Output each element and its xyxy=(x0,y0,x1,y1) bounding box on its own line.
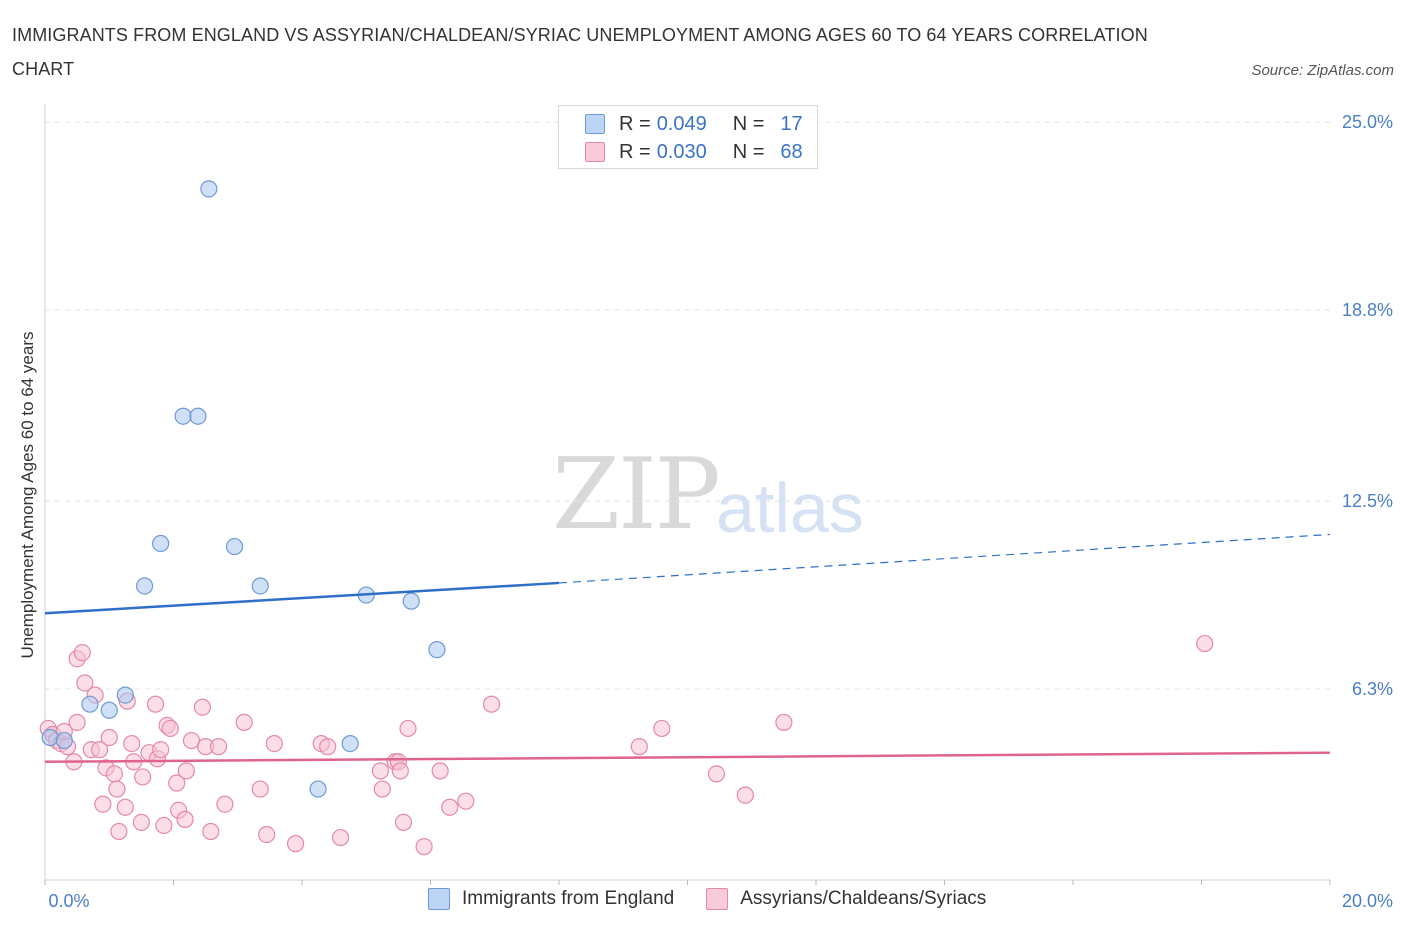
assyrian-point xyxy=(202,822,220,841)
assyrian-point xyxy=(94,795,112,813)
assyrian-point xyxy=(108,780,126,798)
assyrian-point xyxy=(100,728,118,747)
assyrian-point xyxy=(182,731,201,750)
assyrian-point xyxy=(775,713,793,731)
england-point xyxy=(341,734,359,753)
assyrian-point xyxy=(105,765,123,783)
series-label-england: Immigrants from England xyxy=(462,888,675,909)
assyrian-point xyxy=(1196,634,1214,653)
assyrian-point xyxy=(630,738,648,756)
series-legend: Immigrants from England Assyrians/Chalde… xyxy=(428,888,1018,910)
england-point xyxy=(100,701,118,719)
source-note: Source: ZipAtlas.com xyxy=(1251,62,1394,79)
assyrian-point xyxy=(68,713,86,731)
watermark-zip: ZIP xyxy=(552,438,721,552)
assyrian-point xyxy=(193,698,212,716)
y-tick-label: 25.0% xyxy=(1342,112,1393,132)
assyrian-point xyxy=(457,792,475,810)
assyrian-trend-line xyxy=(44,751,1331,764)
series-legend-assyrian: Assyrians/Chaldeans/Syriacs xyxy=(706,888,986,910)
assyrian-point xyxy=(134,768,152,786)
assyrian-point xyxy=(155,816,173,835)
england-point xyxy=(116,686,134,704)
assyrian-point xyxy=(265,734,283,753)
legend-row-england: R = 0.049 N = 17 xyxy=(585,110,803,138)
assyrian-point xyxy=(76,674,94,692)
england-point xyxy=(309,780,327,798)
assyrian-point xyxy=(91,741,109,759)
legend-n-label: N = xyxy=(732,140,765,163)
legend-r-label: R = xyxy=(619,112,651,135)
england-trend-extension xyxy=(558,533,1331,584)
y-tick-label: 6.3% xyxy=(1352,679,1393,699)
x-tick-label-max: 20.0% xyxy=(1342,891,1393,911)
assyrian-point xyxy=(110,822,128,841)
assyrian-point xyxy=(391,762,409,780)
assyrian-point xyxy=(319,738,337,756)
assyrian-point xyxy=(116,798,134,816)
assyrian-point xyxy=(394,813,413,832)
series-swatch-assyrian xyxy=(706,888,729,910)
series-legend-england: Immigrants from England xyxy=(428,888,674,910)
england-point xyxy=(152,534,170,553)
legend-swatch-england xyxy=(585,114,605,134)
legend-r-value: 0.030 xyxy=(656,140,707,163)
assyrian-point xyxy=(123,734,141,753)
chart-title: IMMIGRANTS FROM ENGLAND VS ASSYRIAN/CHAL… xyxy=(12,25,1148,79)
assyrian-point xyxy=(152,741,170,759)
watermark-atlas: atlas xyxy=(716,469,864,547)
england-point xyxy=(174,407,192,425)
x-tick-label-min: 0.0% xyxy=(48,891,89,911)
assyrian-point xyxy=(399,719,417,738)
england-point xyxy=(251,577,269,595)
assyrian-point xyxy=(441,798,459,816)
assyrian-point xyxy=(161,719,179,738)
assyrian-point xyxy=(331,828,350,847)
y-tick-label: 12.5% xyxy=(1342,491,1393,511)
assyrian-point xyxy=(251,780,269,798)
correlation-legend: R = 0.049 N = 17 R = 0.030 N = 68 xyxy=(558,105,818,169)
legend-swatch-assyrian xyxy=(585,142,605,162)
series-swatch-england xyxy=(428,888,450,910)
legend-n-value: 17 xyxy=(780,112,803,135)
legend-row-assyrian: R = 0.030 N = 68 xyxy=(585,138,803,166)
assyrian-point xyxy=(707,765,726,783)
england-point xyxy=(428,641,446,659)
legend-n-value: 68 xyxy=(780,140,803,163)
legend-n-label: N = xyxy=(732,112,765,135)
assyrian-point xyxy=(482,695,501,713)
england-point xyxy=(402,592,420,610)
legend-r-value: 0.049 xyxy=(656,112,707,135)
england-point xyxy=(135,577,154,595)
assyrian-point xyxy=(168,774,186,792)
assyrian-point xyxy=(258,825,276,844)
england-point xyxy=(55,731,73,750)
assyrian-point xyxy=(373,780,391,798)
england-point xyxy=(225,537,244,556)
assyrian-point xyxy=(73,644,91,662)
assyrian-point xyxy=(132,813,150,832)
assyrian-point xyxy=(177,762,195,780)
y-tick-label: 18.8% xyxy=(1342,300,1393,320)
england-point xyxy=(41,728,59,747)
england-point xyxy=(189,407,207,425)
assyrian-point xyxy=(209,738,228,756)
legend-r-label: R = xyxy=(619,140,651,163)
assyrian-point xyxy=(415,838,433,856)
england-trend-line xyxy=(44,581,560,615)
england-point xyxy=(81,695,99,713)
assyrian-point xyxy=(371,762,389,780)
assyrian-point xyxy=(216,795,234,813)
assyrian-point xyxy=(235,713,253,731)
assyrian-point xyxy=(146,695,165,713)
assyrian-point xyxy=(431,762,449,780)
assyrian-point xyxy=(286,835,305,853)
series-label-assyrian: Assyrians/Chaldeans/Syriacs xyxy=(740,888,987,909)
assyrian-point xyxy=(736,786,754,804)
england-point xyxy=(200,180,218,198)
assyrian-point xyxy=(176,810,194,828)
assyrian-point xyxy=(653,719,671,738)
